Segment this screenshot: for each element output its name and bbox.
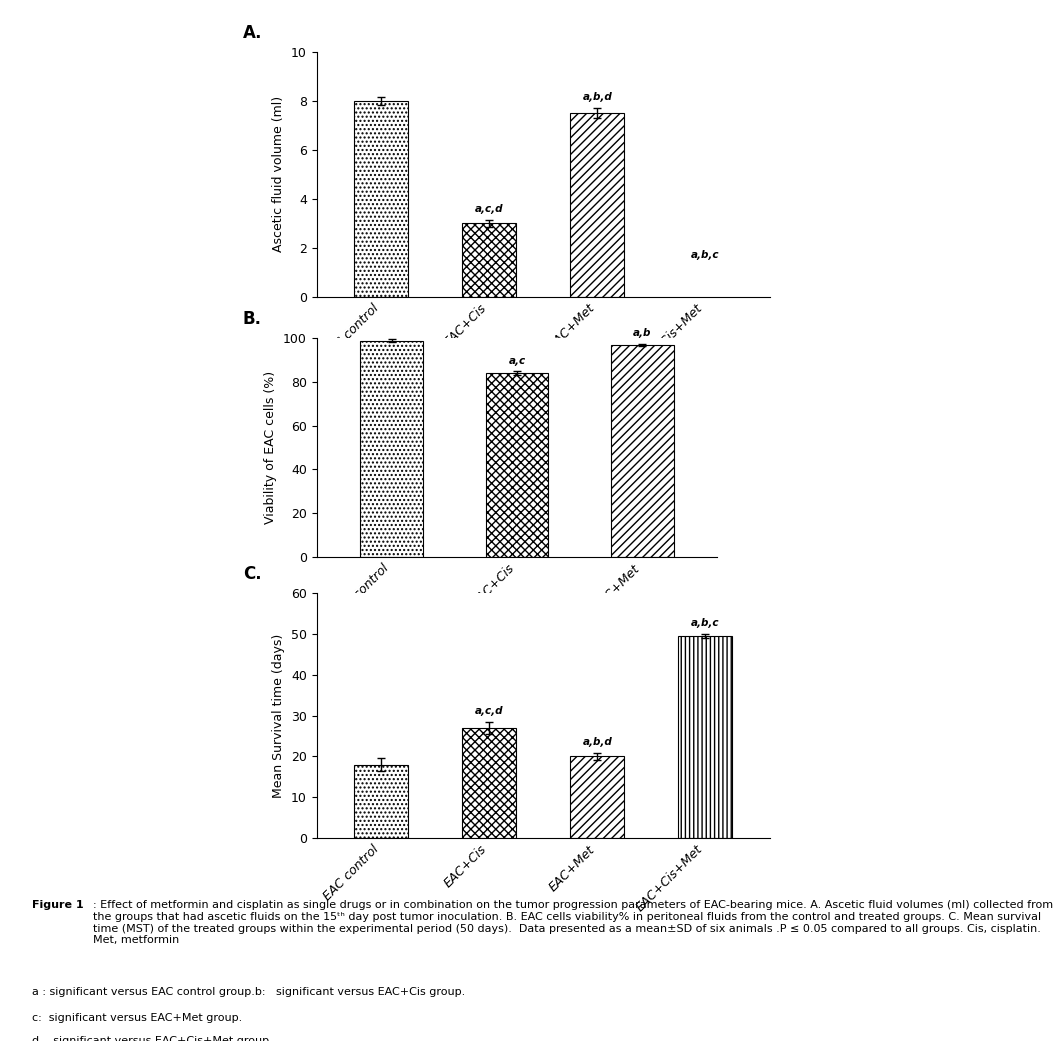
Text: a,b,d: a,b,d	[582, 93, 612, 102]
Bar	[354, 764, 408, 838]
Text: B.: B.	[243, 310, 262, 328]
Bar	[361, 340, 423, 557]
Text: : Effect of metformin and cisplatin as single drugs or in combination on the tum: : Effect of metformin and cisplatin as s…	[93, 900, 1053, 945]
Bar	[571, 757, 625, 838]
Text: A.: A.	[243, 24, 262, 42]
Y-axis label: Mean Survival time (days): Mean Survival time (days)	[272, 634, 285, 797]
Text: a,b: a,b	[633, 328, 651, 338]
Text: d.   significant versus EAC+Cis+Met group: d. significant versus EAC+Cis+Met group	[32, 1036, 269, 1041]
Text: c:  significant versus EAC+Met group.: c: significant versus EAC+Met group.	[32, 1013, 242, 1022]
Text: a,c,d: a,c,d	[475, 706, 503, 716]
Text: a,c,d: a,c,d	[475, 203, 503, 213]
Bar	[485, 374, 549, 557]
Text: Figure 1: Figure 1	[32, 900, 83, 911]
Text: C.: C.	[243, 565, 262, 583]
Bar	[611, 345, 673, 557]
Y-axis label: Ascetic fluid volume (ml): Ascetic fluid volume (ml)	[272, 97, 285, 252]
Bar	[462, 224, 516, 297]
Bar	[354, 101, 408, 297]
Text: a : significant versus EAC control group.b:   significant versus EAC+Cis group.: a : significant versus EAC control group…	[32, 988, 465, 997]
Bar	[462, 728, 516, 838]
Text: a,c: a,c	[509, 356, 525, 365]
Text: a,b,c: a,b,c	[691, 618, 720, 628]
Bar	[678, 636, 732, 838]
Text: a,b,c: a,b,c	[691, 250, 720, 260]
Bar	[571, 113, 625, 297]
Y-axis label: Viability of EAC cells (%): Viability of EAC cells (%)	[265, 371, 277, 525]
Text: a,b,d: a,b,d	[582, 737, 612, 747]
